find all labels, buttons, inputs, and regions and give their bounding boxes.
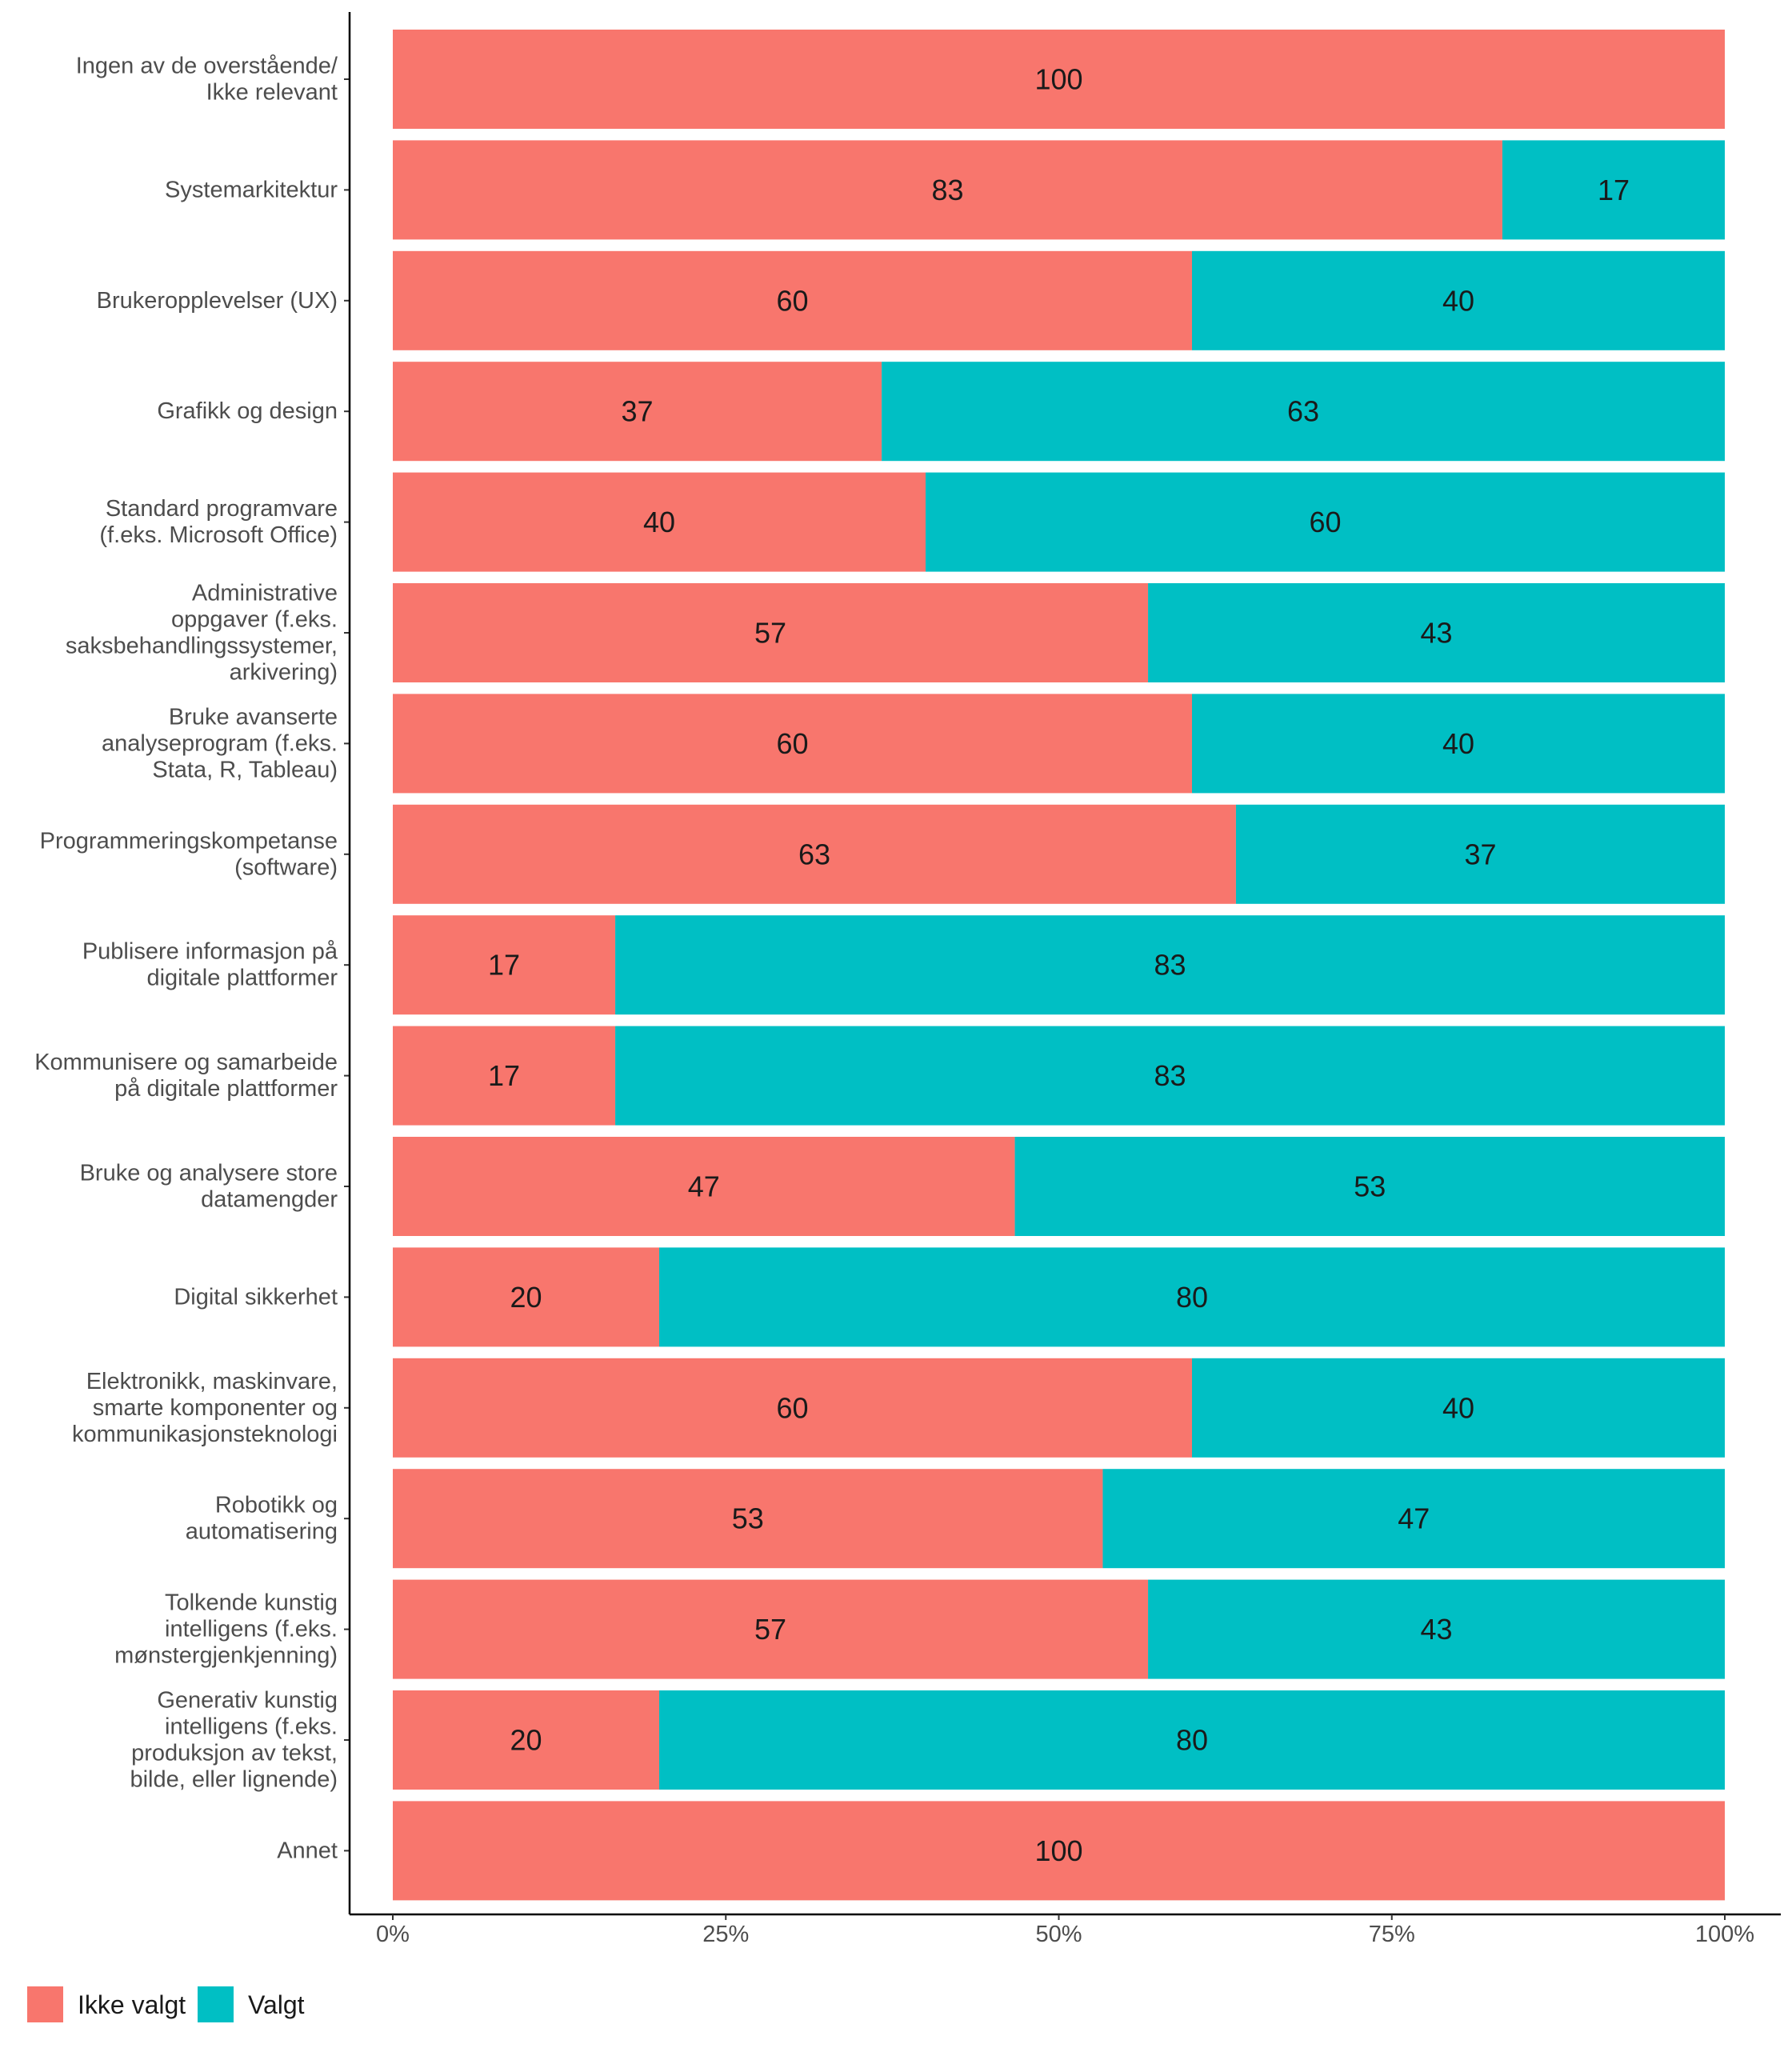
legend-swatch (198, 1986, 234, 2022)
category-label: Robotikk og automatisering (186, 1493, 338, 1545)
bar-segment-valgt (659, 1247, 1725, 1347)
bar-segment-ikke-valgt (393, 694, 1192, 794)
category-label: Brukeropplevelser (UX) (97, 288, 338, 314)
legend-label: Valgt (248, 1990, 305, 2019)
data-label: 43 (1421, 1613, 1453, 1646)
x-tick-label: 0% (376, 1922, 410, 1947)
data-label: 63 (798, 838, 830, 870)
bar-segment-ikke-valgt (393, 915, 616, 1015)
bar-segment-valgt (1235, 804, 1725, 904)
data-label: 17 (488, 1059, 520, 1092)
data-label: 43 (1421, 617, 1453, 650)
category-label: Digital sikkerhet (174, 1284, 338, 1310)
bar-segment-ikke-valgt (393, 1801, 1725, 1901)
x-tick-label: 50% (1035, 1922, 1082, 1947)
bar-segment-valgt (882, 362, 1725, 462)
bar-segment-ikke-valgt (393, 804, 1236, 904)
data-label: 53 (732, 1502, 764, 1535)
bar-segment-ikke-valgt (393, 1690, 659, 1790)
bar-segment-ikke-valgt (393, 1247, 659, 1347)
legend-label: Ikke valgt (78, 1990, 186, 2019)
bar-segment-ikke-valgt (393, 1579, 1149, 1679)
category-label: Standard programvare (f.eks. Microsoft Of… (99, 496, 338, 548)
bars-layer (393, 30, 1726, 1901)
category-label: Annet (277, 1838, 338, 1863)
bar-segment-ikke-valgt (393, 1026, 616, 1126)
data-label: 80 (1176, 1724, 1208, 1757)
data-label: 47 (688, 1170, 720, 1203)
data-label: 17 (1598, 174, 1630, 206)
bar-segment-ikke-valgt (393, 30, 1725, 129)
bar-segment-ikke-valgt (393, 250, 1192, 350)
data-label: 57 (754, 617, 786, 650)
data-label: 100 (1034, 1834, 1082, 1867)
data-label: 37 (1464, 838, 1496, 870)
bar-segment-valgt (615, 915, 1726, 1015)
bar-segment-ikke-valgt (393, 1137, 1015, 1236)
data-label: 40 (643, 506, 675, 538)
data-label: 37 (622, 395, 654, 428)
category-label: Bruke og analysere store datamengder (80, 1161, 338, 1213)
category-label: Systemarkitektur (165, 177, 338, 202)
x-tick-label: 25% (702, 1922, 749, 1947)
category-label: Tolkende kunstig intelligens (f.eks. mønst… (114, 1590, 338, 1669)
legend: Ikke valgt Valgt (27, 1986, 305, 2022)
data-label: 60 (776, 1391, 808, 1424)
bar-segment-valgt (1148, 583, 1725, 682)
data-label: 20 (510, 1281, 542, 1314)
category-label: Grafikk og design (157, 398, 338, 424)
axes-layer: 0% 25% 50% 75% 100% (344, 12, 1781, 1947)
bar-segment-ikke-valgt (393, 1469, 1103, 1569)
category-labels-layer: Ingen av de overstående/Ikke relevant Sys… (34, 54, 338, 1864)
data-label: 60 (776, 284, 808, 317)
bar-segment-valgt (615, 1026, 1726, 1126)
data-label: 47 (1398, 1502, 1430, 1535)
bar-segment-valgt (1192, 694, 1725, 794)
category-label: Publisere informasjon på digitale plattfo… (82, 939, 338, 991)
category-label: Elektronikk, maskinvare, smarte komponent… (72, 1369, 338, 1447)
x-tick-label: 100% (1695, 1922, 1754, 1947)
data-label: 83 (931, 174, 963, 206)
category-label: Ingen av de overstående/Ikke relevant (76, 54, 338, 106)
data-label: 17 (488, 949, 520, 982)
data-label: 40 (1442, 727, 1474, 760)
bar-segment-valgt (1192, 250, 1725, 350)
bar-segment-ikke-valgt (393, 140, 1502, 240)
category-label: Generativ kunstig intelligens (f.eks. prod… (130, 1688, 338, 1793)
bar-segment-valgt (1192, 1358, 1725, 1458)
bar-segment-ikke-valgt (393, 1358, 1192, 1458)
bar-segment-ikke-valgt (393, 362, 882, 462)
bar-segment-ikke-valgt (393, 583, 1149, 682)
data-label: 40 (1442, 284, 1474, 317)
category-label: Bruke avanserte analyseprogram (f.eks. Sta… (102, 704, 338, 782)
data-label: 100 (1034, 63, 1082, 96)
data-label: 40 (1442, 1391, 1474, 1424)
data-label: 60 (1309, 506, 1341, 538)
bar-segment-valgt (659, 1690, 1725, 1790)
category-label: Kommunisere og samarbeide på digitale pla… (34, 1050, 338, 1102)
bar-segment-valgt (1102, 1469, 1725, 1569)
data-label: 53 (1354, 1170, 1386, 1203)
data-label: 83 (1154, 949, 1186, 982)
legend-swatch (27, 1986, 63, 2022)
data-label: 80 (1176, 1281, 1208, 1314)
category-label: Programmeringskompetanse (software) (40, 828, 338, 880)
bar-segment-ikke-valgt (393, 472, 926, 572)
category-label: Administrative oppgaver (f.eks. saksbehand… (66, 581, 338, 686)
bar-segment-valgt (1148, 1579, 1725, 1679)
bar-segment-valgt (1502, 140, 1725, 240)
data-label: 20 (510, 1724, 542, 1757)
data-label: 57 (754, 1613, 786, 1646)
data-label: 83 (1154, 1059, 1186, 1092)
data-labels-layer: 100 83 17 60 40 37 63 40 60 57 43 60 40 63 37 17 83 17 83 4… (488, 63, 1630, 1867)
data-label: 60 (776, 727, 808, 760)
bar-segment-valgt (926, 472, 1725, 572)
data-label: 63 (1287, 395, 1319, 428)
bar-segment-valgt (1014, 1137, 1725, 1236)
x-tick-label: 75% (1369, 1922, 1415, 1947)
